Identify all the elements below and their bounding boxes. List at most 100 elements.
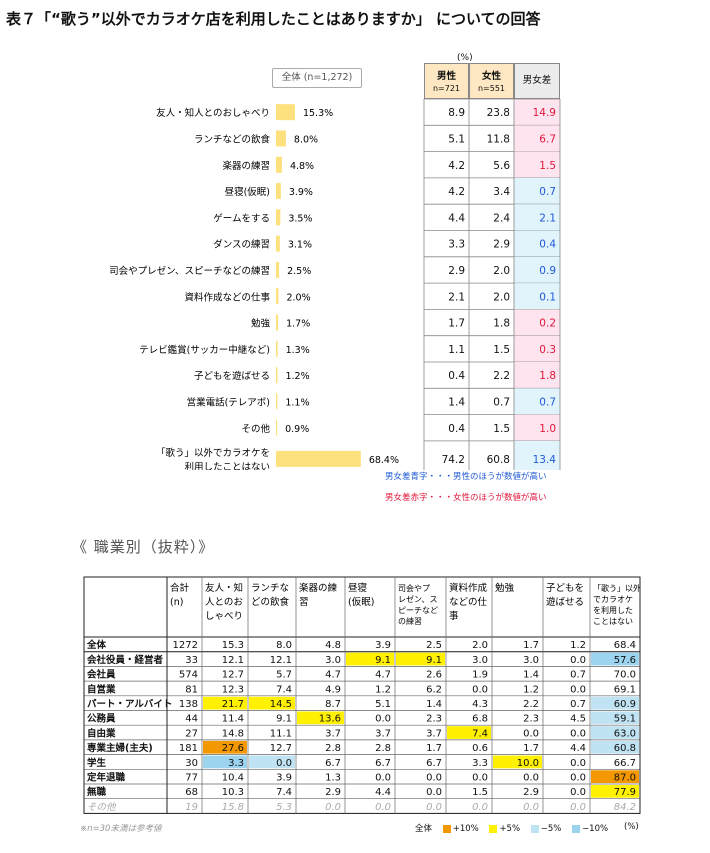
gender-diff-value: 2.1 [539, 212, 556, 224]
female-value: 1.5 [493, 344, 510, 356]
table-cell-value: 0.7 [570, 699, 586, 710]
table-cell-value: 12.7 [270, 743, 292, 754]
table-cell-value: 14.5 [270, 699, 292, 710]
table-cell-value: 87.0 [614, 773, 636, 784]
plus5-swatch [489, 824, 498, 833]
table-cell-value: 27.6 [222, 743, 244, 754]
table-cell-value: 0.0 [472, 684, 488, 695]
bar [276, 367, 278, 384]
male-value: 8.9 [448, 107, 465, 119]
bar [276, 183, 281, 200]
legend-minus5: −5% [540, 824, 562, 834]
male-value: 4.4 [448, 212, 465, 224]
female-value: 2.0 [493, 291, 510, 303]
male-value: 0.4 [448, 370, 465, 382]
table-cell-value: 6.2 [426, 684, 442, 695]
table-cell-value: 1.2 [523, 684, 539, 695]
table-cell-value: 4.7 [375, 670, 391, 681]
female-value: 3.4 [493, 186, 510, 198]
column-header: 「歌う」以外 [593, 583, 641, 593]
column-header: 勉強 [495, 582, 515, 594]
male-value: 2.9 [448, 265, 465, 277]
table-cell-value: 10.4 [222, 773, 244, 784]
highlight-cell [591, 740, 639, 754]
table-cell-value: 2.2 [523, 699, 539, 710]
highlight-cell [203, 696, 247, 710]
table-cell-value: 9.1 [276, 714, 292, 725]
table-cell-value: 12.7 [222, 670, 244, 681]
table-cell-value: 2.0 [472, 640, 488, 651]
diff-cell-bg [514, 335, 560, 362]
table-cell-value: 77 [185, 773, 198, 784]
table-cell-value: 81 [185, 684, 198, 695]
table-cell-value: 21.7 [222, 699, 244, 710]
category-label: 友人・知人とのおしゃべり [156, 107, 270, 119]
bar-value-label: 1.1% [285, 397, 309, 408]
bar [276, 130, 286, 147]
table-cell-value: 1.2 [375, 684, 391, 695]
table-cell-value: 9.1 [426, 655, 442, 666]
minus10-swatch [572, 824, 581, 833]
table-cell-value: 68.4 [614, 640, 636, 651]
bar-value-label: 4.8% [290, 161, 314, 172]
column-header: を利用した [593, 605, 633, 615]
row-label: 会社役員・経営者 [87, 654, 164, 666]
table-cell-value: 7.4 [472, 728, 488, 739]
female-value: 2.9 [493, 239, 510, 251]
table-cell-value: 0.0 [375, 714, 391, 725]
table-cell-value: 3.9 [276, 773, 292, 784]
female-value: 1.8 [493, 318, 510, 330]
column-header: の練習 [398, 616, 422, 626]
highlight-cell [297, 711, 344, 725]
bar-value-label: 3.9% [289, 187, 313, 198]
row-label: 定年退職 [86, 772, 126, 784]
table-cell-value: 10.0 [517, 758, 539, 769]
gender-diff-value: 14.9 [533, 107, 556, 119]
bar [276, 209, 281, 226]
column-header: どの飲食 [251, 596, 290, 608]
table-cell-value: 4.4 [375, 787, 391, 798]
bar [276, 419, 278, 436]
legend-plus5: +5% [499, 824, 521, 834]
table-cell-value: 1.9 [472, 670, 488, 681]
percent-note: (%) [457, 53, 473, 63]
highlight-cell [249, 696, 295, 710]
highlight-cell [591, 770, 639, 783]
female-header: 女性 n=551 [469, 63, 514, 99]
table-cell-value: 7.4 [276, 684, 292, 695]
column-header: 人とのお [205, 597, 243, 608]
table-cell-value: 0.0 [472, 773, 488, 784]
table-cell-value: 0.0 [375, 802, 391, 813]
gender-diff-value: 1.5 [539, 160, 556, 172]
bar [276, 261, 280, 278]
highlight-cell [591, 785, 639, 798]
category-label: テレビ鑑賞(サッカー中継など) [139, 344, 270, 356]
bar [276, 340, 278, 357]
bar-value-label: 2.5% [287, 266, 311, 277]
bar [276, 156, 282, 173]
column-header: 司会やプ [398, 583, 430, 593]
category-label: ランチなどの飲食 [194, 133, 271, 145]
table-cell-value: 0.0 [570, 758, 586, 769]
table-cell-value: 1.7 [523, 743, 539, 754]
male-value: 3.3 [448, 239, 465, 251]
table-cell-value: 6.7 [325, 758, 341, 769]
table-cell-value: 0.0 [426, 802, 442, 813]
male-value: 74.2 [442, 454, 465, 466]
highlight-cell [203, 740, 247, 754]
category-label: 営業電話(テレアポ) [187, 396, 270, 408]
table-cell-value: 68 [185, 787, 198, 798]
column-header: 友人・知 [205, 582, 243, 594]
category-label: その他 [241, 423, 270, 435]
table-cell-value: 1.4 [426, 699, 442, 710]
table-cell-value: 1.7 [523, 640, 539, 651]
female-value: 2.0 [493, 265, 510, 277]
table-cell-value: 3.3 [228, 758, 244, 769]
diff-cell-bg [514, 204, 560, 231]
page-title: 表７「“歌う”以外でカラオケ店を利用したことはありますか」 についての回答 [6, 10, 541, 28]
female-value: 1.5 [493, 423, 510, 435]
table-cell-value: 2.5 [426, 640, 442, 651]
category-label: 子どもを遊ばせる [194, 370, 270, 382]
bar-value-label: 1.7% [286, 319, 310, 330]
